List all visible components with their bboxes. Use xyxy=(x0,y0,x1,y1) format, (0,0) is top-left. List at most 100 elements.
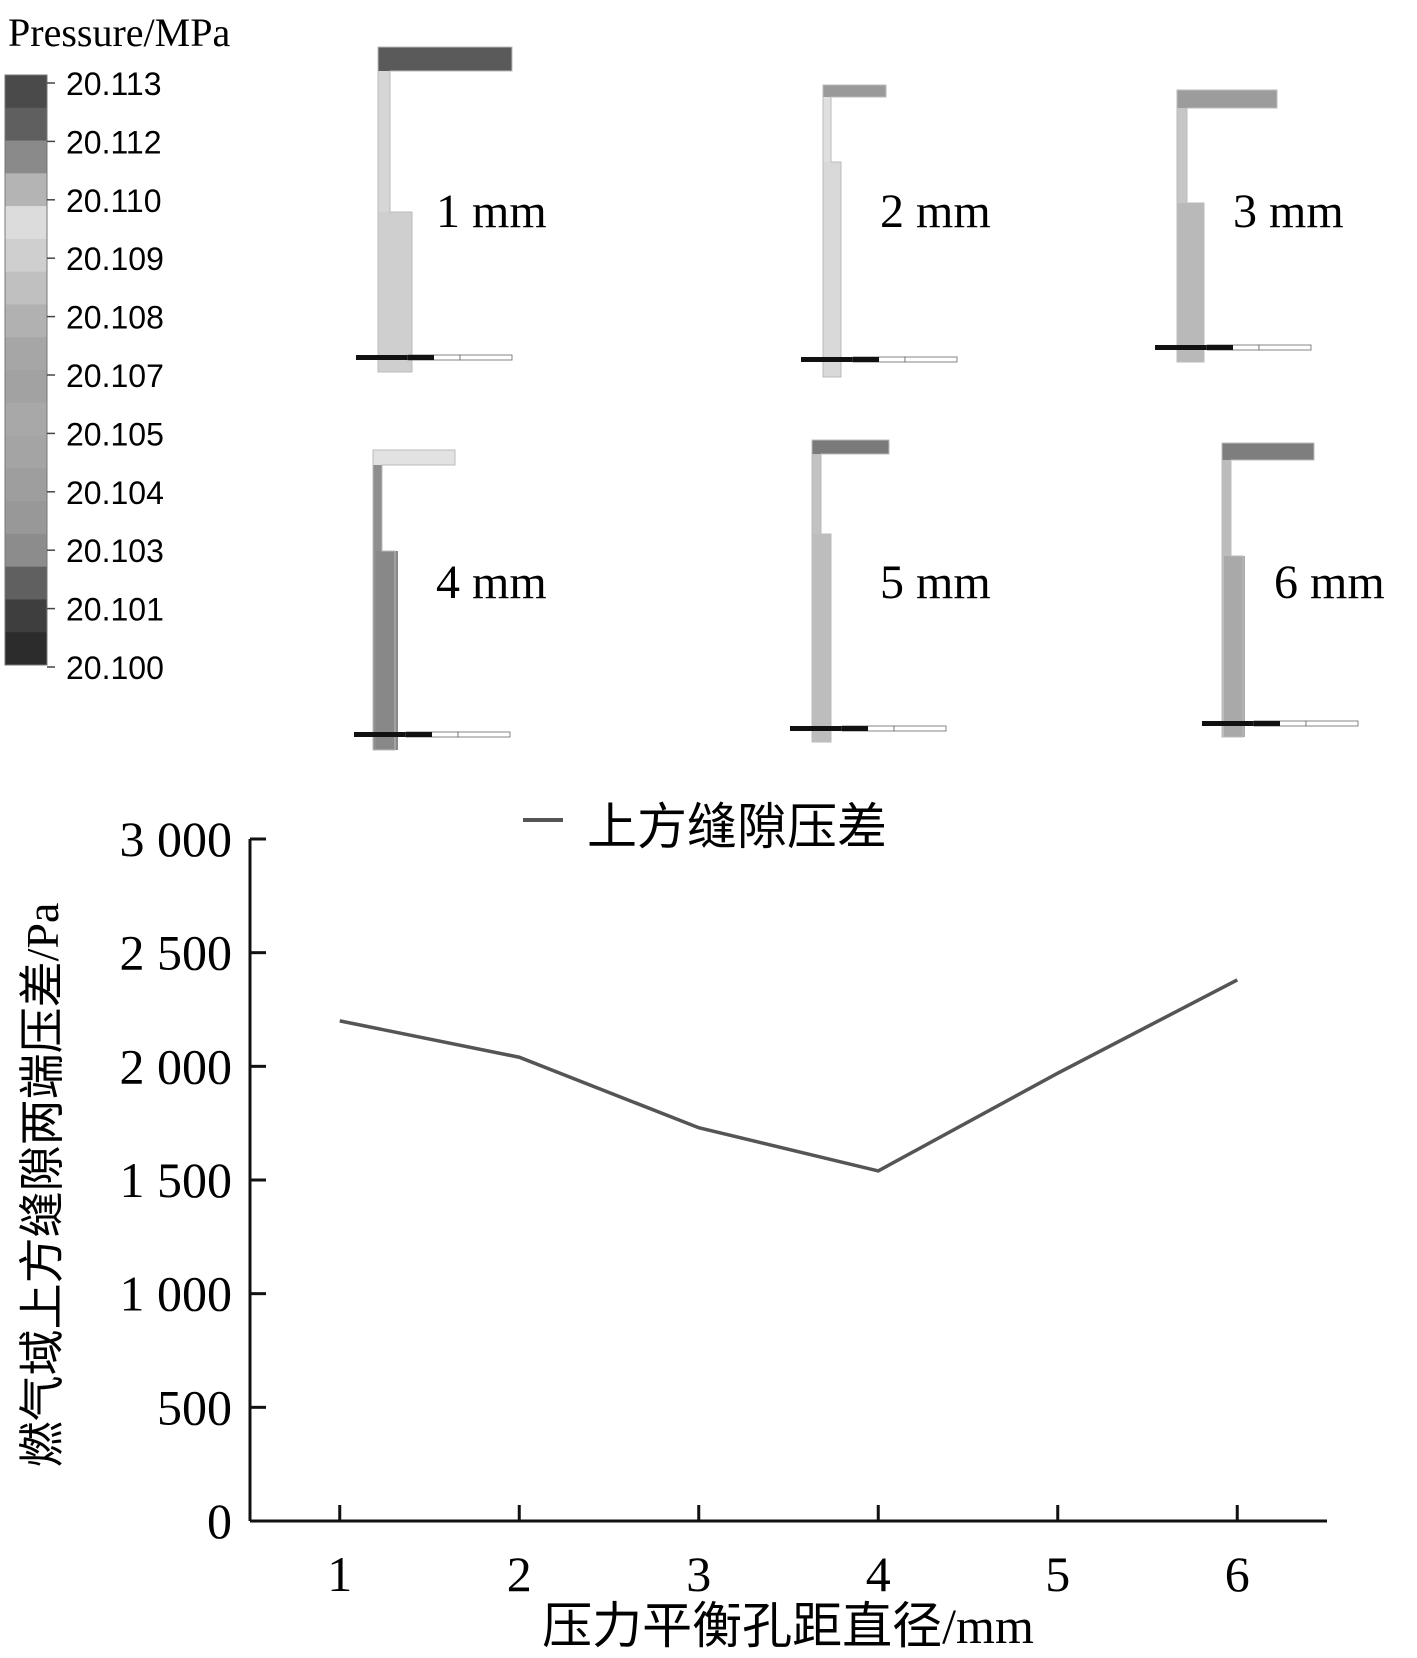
scale-bar-dark xyxy=(853,357,879,362)
legend-band xyxy=(5,140,47,174)
domain-outline xyxy=(822,84,887,378)
x-tick-label: 3 xyxy=(686,1546,711,1602)
panel-label: 2 mm xyxy=(880,185,991,238)
lower-chamber xyxy=(376,551,398,750)
scale-bar-dark xyxy=(1155,345,1207,350)
scale-bar-dark xyxy=(801,357,853,362)
scale-bar-dark xyxy=(406,732,432,737)
contour-panels: 1 mm 2 mm 3 mm 4 mm 5 mm 6 mm xyxy=(354,46,1385,751)
scale-bar-dark xyxy=(790,726,842,731)
contour-panel-5: 5 mm xyxy=(790,439,991,743)
panel-label: 5 mm xyxy=(880,556,991,609)
panel-label: 6 mm xyxy=(1274,556,1385,609)
y-tick-label: 500 xyxy=(157,1379,232,1435)
line-chart: 0 500 1 000 1 500 2 000 2 500 3 000 1 2 3 4 5 6 上方缝… xyxy=(17,799,1327,1654)
legend-entry-series-1: 上方缝隙压差 xyxy=(587,799,887,855)
domain-outline xyxy=(372,449,456,751)
legend-level-label: 20.112 xyxy=(66,124,162,160)
legend-band xyxy=(5,599,47,633)
panel-label: 3 mm xyxy=(1233,185,1344,238)
scale-bar-dark xyxy=(356,355,408,360)
legend-band xyxy=(5,206,47,240)
domain-outline xyxy=(1176,89,1278,363)
legend-level-label: 20.113 xyxy=(66,66,162,102)
legend-level-label: 20.104 xyxy=(66,475,164,511)
legend-title: Pressure/MPa xyxy=(8,10,230,55)
scale-bar-light xyxy=(893,725,947,732)
contour-panel-1: 1 mm xyxy=(356,46,547,373)
lower-chamber xyxy=(1224,556,1245,737)
scale-bar-dark xyxy=(408,355,434,360)
top-slot xyxy=(1177,90,1277,108)
legend-color-bar xyxy=(4,74,48,666)
x-tick-label: 5 xyxy=(1045,1546,1070,1602)
top-slot xyxy=(373,450,455,465)
scale-bar-light xyxy=(1305,720,1359,727)
x-ticks: 1 2 3 4 5 6 xyxy=(327,1505,1250,1602)
chart-legend: 上方缝隙压差 xyxy=(523,799,887,855)
legend-band xyxy=(5,238,47,273)
legend-level-label: 20.107 xyxy=(66,358,164,394)
legend-level-label: 20.108 xyxy=(66,300,164,336)
top-slot xyxy=(1222,443,1314,460)
top-slot xyxy=(823,85,886,97)
y-tick-label: 1 500 xyxy=(120,1152,233,1208)
chart-axes xyxy=(248,839,1327,1523)
scale-bar-dark xyxy=(1202,721,1254,726)
legend-band xyxy=(5,271,47,305)
series-lines xyxy=(339,978,1239,1173)
legend-level-label: 20.101 xyxy=(66,592,164,628)
legend-level-label: 20.100 xyxy=(66,650,164,686)
lower-chamber xyxy=(1177,203,1204,362)
legend-level-label: 20.105 xyxy=(66,416,164,452)
lower-chamber xyxy=(823,162,841,377)
scale-bar-dark xyxy=(842,726,868,731)
x-axis-label: 压力平衡孔距直径/mm xyxy=(542,1598,1034,1654)
legend-level-label: 20.110 xyxy=(66,183,162,219)
legend-band xyxy=(5,107,47,142)
legend-band xyxy=(5,173,47,207)
panel-label: 1 mm xyxy=(436,185,547,238)
top-slot xyxy=(378,47,512,71)
x-tick-label: 6 xyxy=(1225,1546,1250,1602)
domain-outline xyxy=(811,439,890,743)
legend-band xyxy=(5,370,47,404)
legend-level-label: 20.109 xyxy=(66,241,164,277)
series-line-1 xyxy=(339,978,1239,1173)
contour-panel-6: 6 mm xyxy=(1202,442,1385,738)
domain-outline xyxy=(1221,442,1315,738)
legend-band xyxy=(5,566,47,600)
y-tick-label: 1 000 xyxy=(120,1266,233,1322)
contour-panel-3: 3 mm xyxy=(1155,89,1344,363)
y-ticks: 0 500 1 000 1 500 2 000 2 500 3 000 xyxy=(120,811,266,1549)
scale-bar-dark xyxy=(1207,345,1233,350)
legend-band xyxy=(5,632,47,666)
lower-chamber xyxy=(378,212,412,372)
panel-label: 4 mm xyxy=(436,556,547,609)
y-tick-label: 0 xyxy=(207,1493,232,1549)
domain-outline xyxy=(377,46,513,373)
legend-band xyxy=(5,533,47,568)
legend-band xyxy=(5,75,47,109)
scale-bar-light xyxy=(904,356,958,363)
pressure-legend: Pressure/MPa 20.11320.11220.11020.10920.… xyxy=(4,10,230,686)
scale-bar-light xyxy=(1258,344,1312,351)
y-tick-label: 2 000 xyxy=(120,1038,233,1094)
lower-chamber xyxy=(812,534,831,742)
x-tick-label: 2 xyxy=(507,1546,532,1602)
scale-bar-dark xyxy=(354,732,406,737)
legend-level-label: 20.103 xyxy=(66,533,164,569)
x-tick-label: 1 xyxy=(327,1546,352,1602)
legend-band xyxy=(5,337,47,371)
y-tick-label: 3 000 xyxy=(120,811,233,867)
scale-bar-light xyxy=(459,354,513,361)
top-slot xyxy=(812,440,889,454)
legend-band xyxy=(5,501,47,535)
legend-level-labels: 20.113 20.112 20.110 20.109 20.108 20.107 20.1… xyxy=(47,66,164,686)
contour-panel-2: 2 mm xyxy=(801,84,991,378)
y-axis-label: 燃气域上方缝隙两端压差/Pa xyxy=(17,903,68,1468)
contour-panel-4: 4 mm xyxy=(354,449,547,751)
legend-band xyxy=(5,304,47,338)
scale-bar-light xyxy=(457,731,511,738)
